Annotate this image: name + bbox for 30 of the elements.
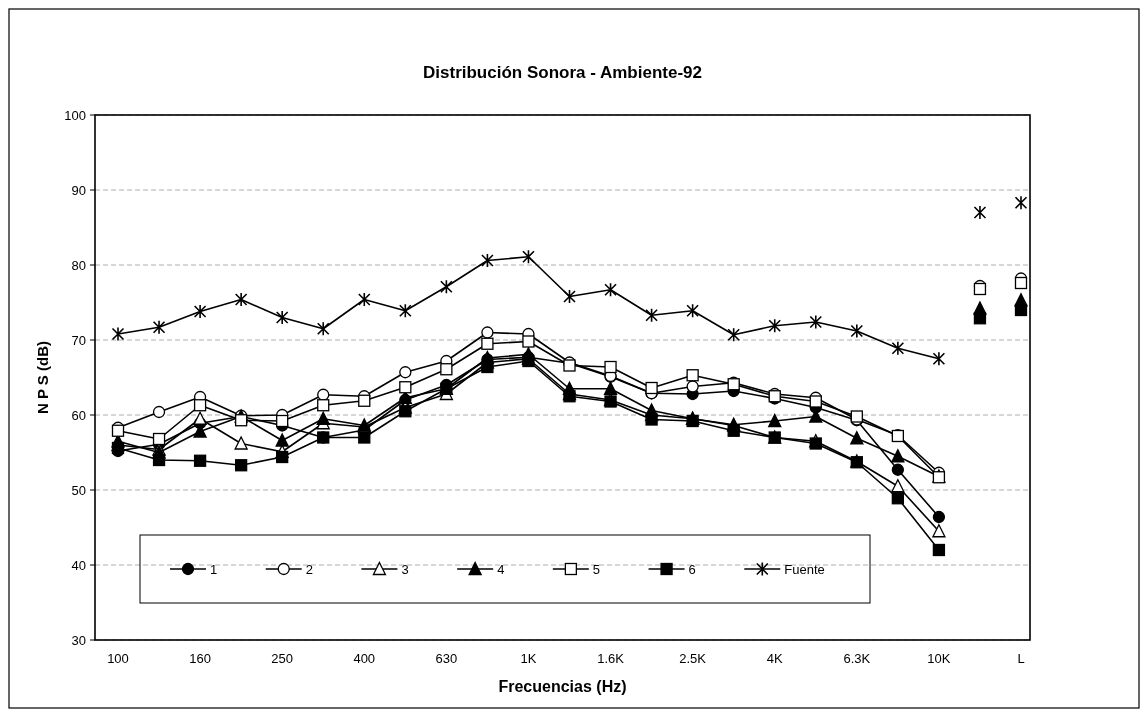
x-tick-label: 4K — [766, 651, 783, 666]
y-tick-label: 40 — [71, 557, 86, 573]
x-tick-label: 6.3K — [843, 651, 871, 666]
x-tick-label: 100 — [107, 651, 129, 666]
legend-label: 3 — [401, 561, 409, 577]
x-tick-label: 250 — [271, 651, 294, 666]
legend-label: 4 — [497, 561, 505, 577]
x-tick-label: L — [1017, 651, 1025, 666]
legend-label: Fuente — [784, 561, 825, 577]
x-tick-label: 630 — [435, 651, 458, 666]
legend-label: 5 — [592, 561, 601, 577]
x-tick-label: 1.6K — [597, 651, 625, 666]
legend-label: 2 — [305, 561, 313, 577]
legend-label: 1 — [210, 561, 218, 577]
x-tick-label: 160 — [189, 651, 211, 666]
x-tick-label: 2.5K — [679, 651, 707, 666]
x-tick-label: 1K — [520, 651, 537, 666]
chart-title: Distribución Sonora - Ambiente-92 — [423, 63, 702, 82]
y-tick-label: 100 — [64, 107, 86, 123]
x-tick-label: 10K — [927, 651, 951, 666]
y-tick-label: 80 — [71, 257, 86, 273]
y-axis-title: N P S (dB) — [34, 340, 51, 415]
x-tick-label: 400 — [353, 651, 376, 666]
legend-label: 6 — [688, 561, 696, 577]
y-tick-label: 60 — [71, 407, 86, 423]
y-tick-label: 90 — [71, 182, 86, 198]
x-axis-title: Frecuencias (Hz) — [498, 678, 627, 695]
y-tick-label: 50 — [71, 482, 86, 498]
y-tick-label: 70 — [71, 332, 86, 348]
y-tick-label: 30 — [71, 632, 86, 648]
